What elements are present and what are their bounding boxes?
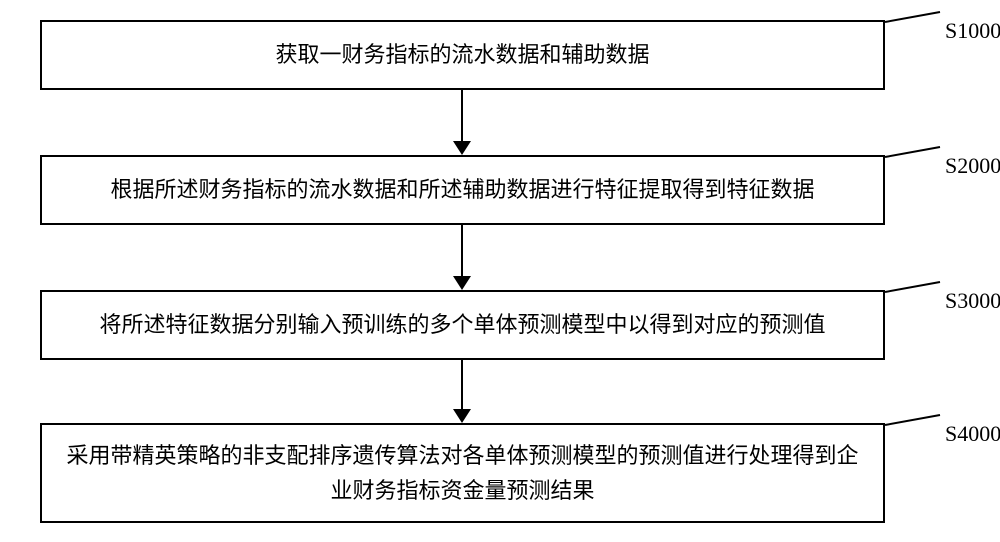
leader-line — [0, 0, 1000, 460]
flowchart-canvas: 获取一财务指标的流水数据和辅助数据 S1000 根据所述财务指标的流水数据和所述… — [0, 0, 1000, 542]
step-label-s4000: S4000 — [945, 421, 1000, 447]
